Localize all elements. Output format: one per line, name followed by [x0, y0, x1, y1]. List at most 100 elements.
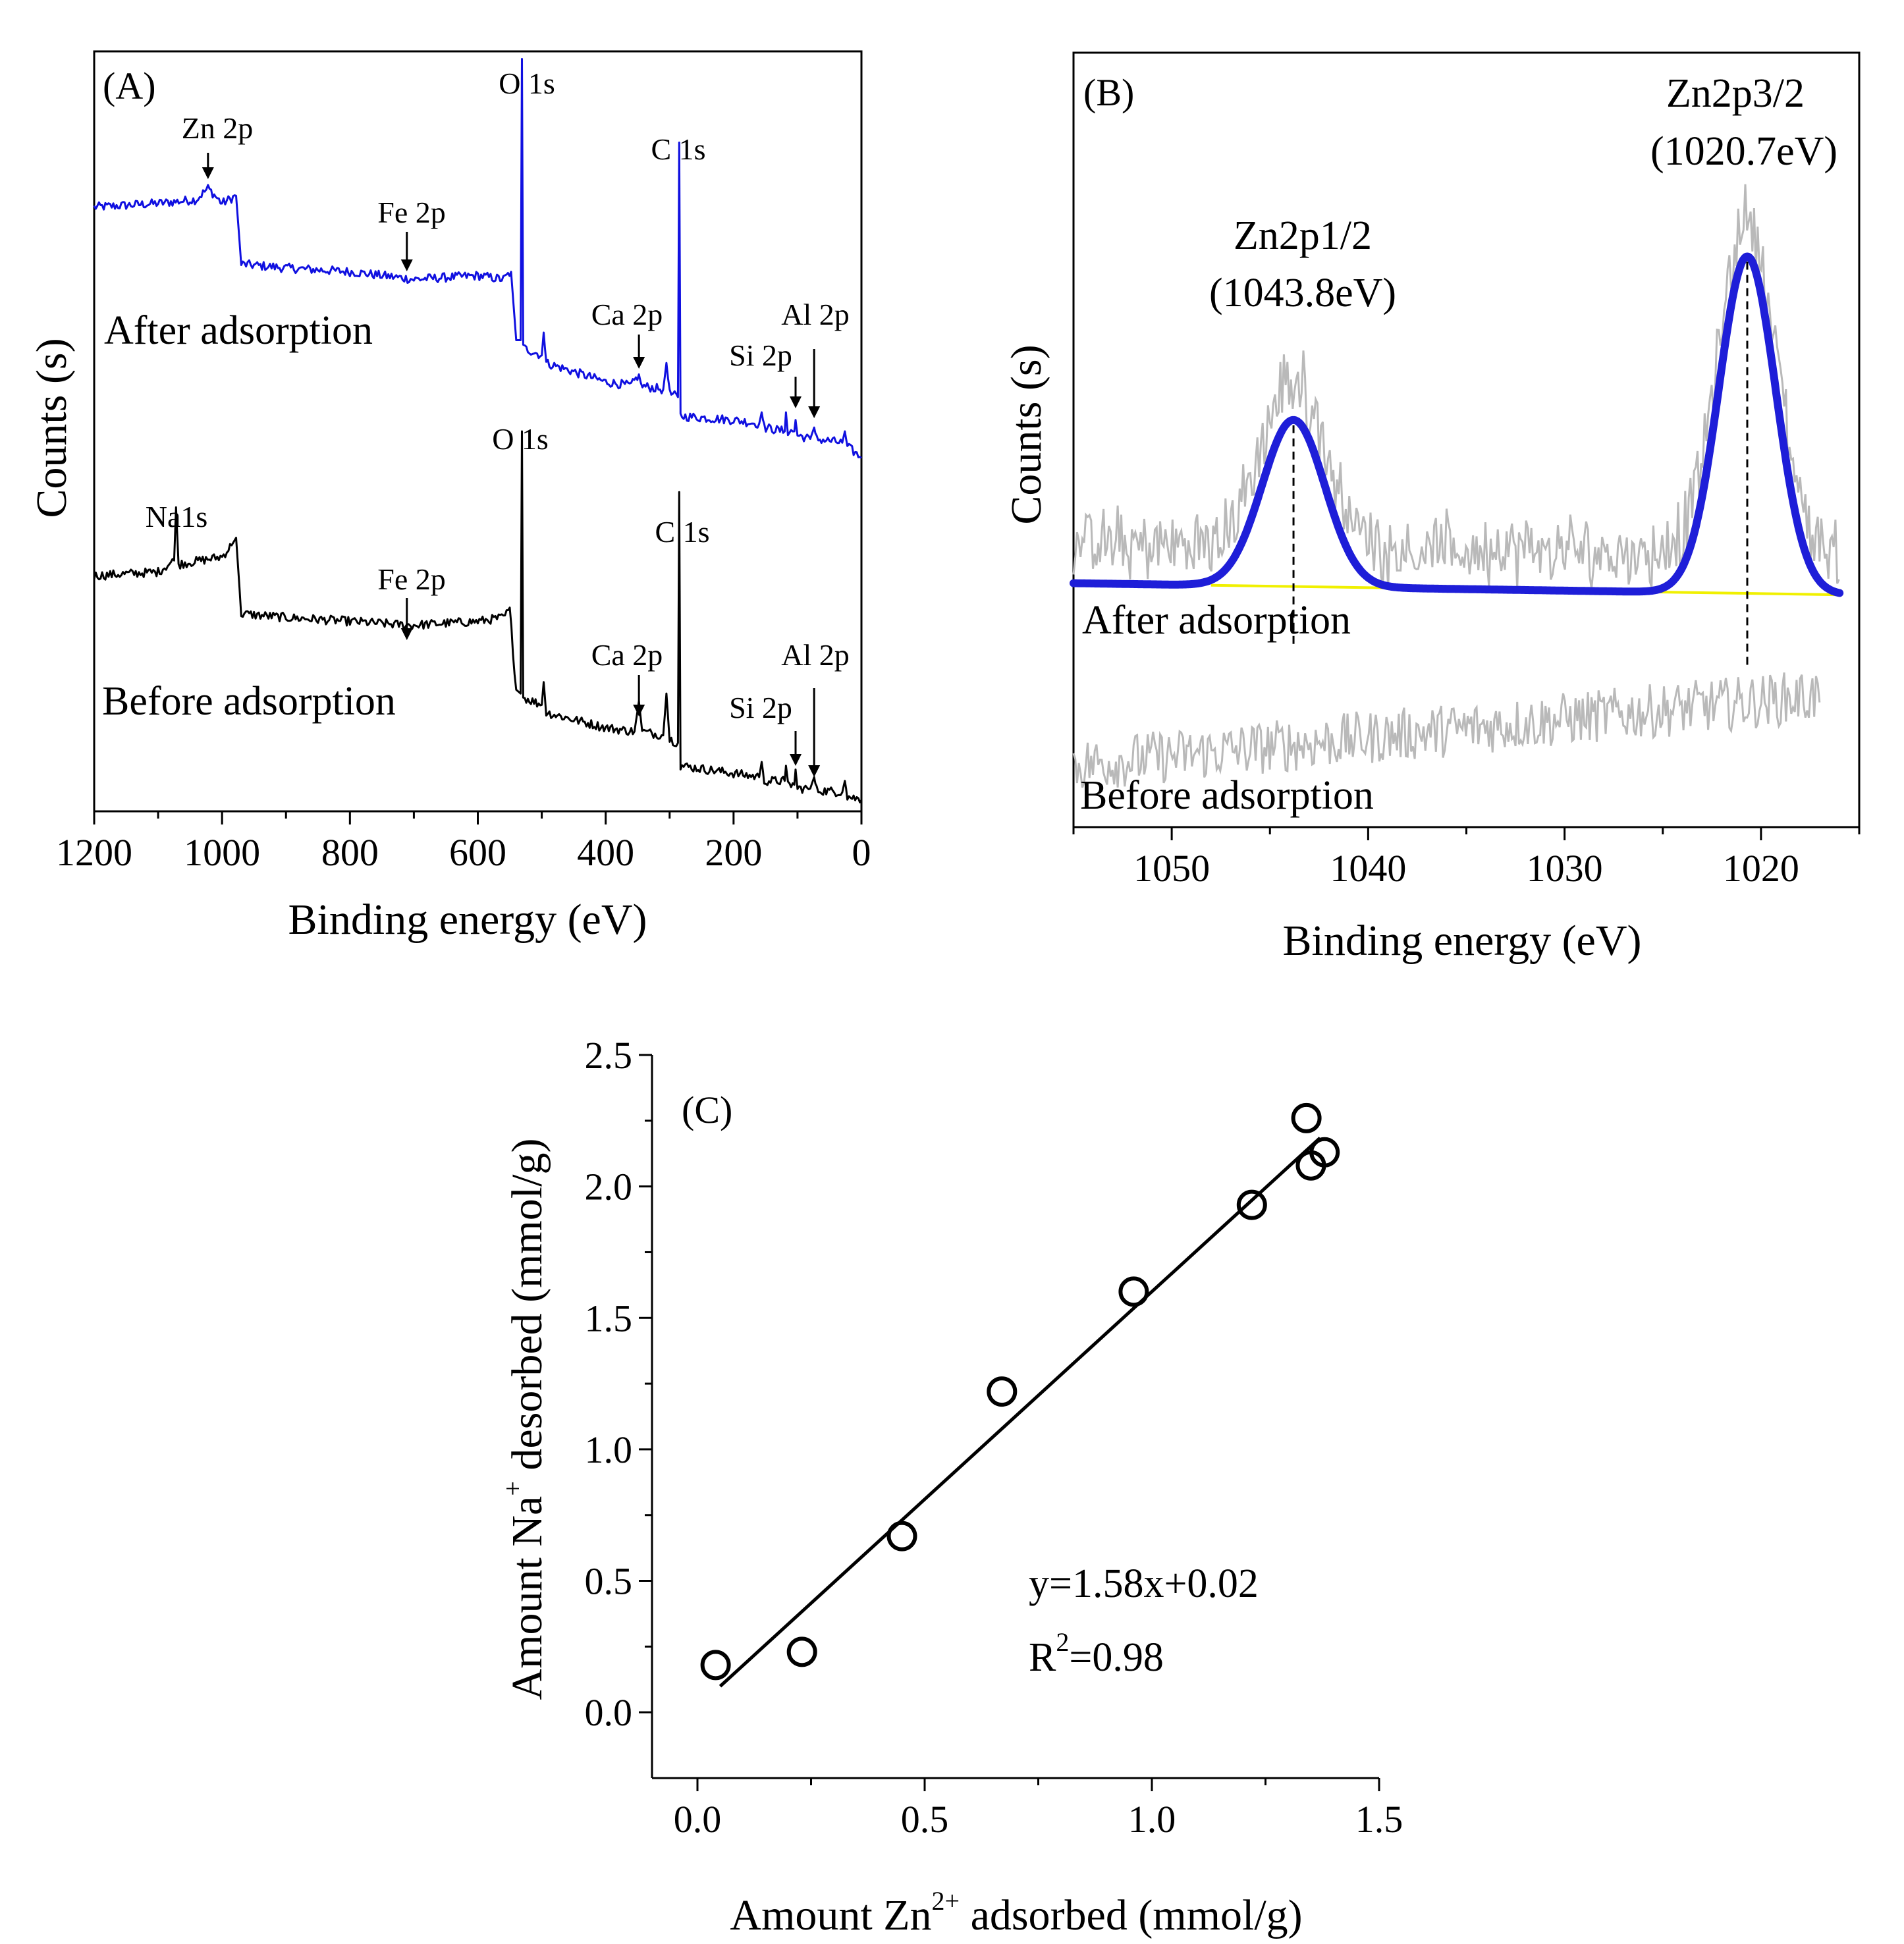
panel-b-fit-envelope: [1070, 252, 1844, 597]
panel-c-x-tick-labels: 0.0 0.5 1.0 1.5: [674, 1798, 1403, 1841]
panel-c-regression-line: [719, 1137, 1321, 1688]
panel-c-data-point: [1236, 1189, 1267, 1220]
panel-c-y-axis-label: Amount Na+ desorbed (mmol/g): [498, 1139, 551, 1700]
panel-c-y-ticks: [639, 1054, 652, 1714]
panel-b-y-axis-label: Counts (s): [1002, 344, 1050, 524]
panel-c-y-axis-label-text: Amount Na: [503, 1496, 551, 1700]
panel-b-peak-1-energy: (1043.8eV): [1209, 271, 1396, 315]
panel-c-label: (C): [682, 1089, 732, 1131]
panel-a: (A) 1200 1000 800 600 400 200 0 Binding energy…: [28, 50, 871, 944]
panel-c-data-point: [987, 1376, 1018, 1407]
panel-a-after-adsorption-line: [93, 58, 862, 459]
panel-b-after-adsorption-raw-line: [1072, 184, 1840, 589]
panel-a-peak-annotations: Zn 2p Fe 2p O 1s C 1s Ca 2p Si 2p Al 2p Na1s Fe …: [146, 67, 850, 777]
panel-b-after-adsorption-label: After adsorption: [1082, 598, 1351, 643]
panel-c-y-tick-label: 1.5: [585, 1297, 633, 1339]
panel-c-x-ticks: [696, 1778, 1380, 1791]
panel-b-label: (B): [1083, 71, 1134, 114]
panel-a-after-peak-label: C 1s: [651, 132, 705, 166]
panel-a-x-ticks: [93, 811, 863, 824]
panel-c-x-axis-label-unit: adsorbed (mmol/g): [960, 1891, 1303, 1939]
panel-c-x-axis-label-text: Amount Zn: [730, 1891, 931, 1939]
panel-b-peak-2-energy: (1020.7eV): [1650, 129, 1837, 174]
panel-a-before-peak-arrow-head: [808, 765, 821, 777]
panel-a-after-peak-arrow-head: [202, 167, 214, 179]
panel-c-x-tick-label: 0.5: [901, 1798, 949, 1841]
panel-a-before-peak-label: Al 2p: [781, 638, 850, 672]
panel-c-data-points: [700, 1102, 1340, 1681]
panel-a-before-peak-label: Si 2p: [729, 691, 792, 724]
panel-b-x-tick-label: 1020: [1723, 847, 1799, 890]
panel-a-before-peak-label: Ca 2p: [591, 638, 663, 672]
panel-c-y-tick-label: 2.0: [585, 1166, 633, 1208]
panel-a-after-adsorption-label: After adsorption: [104, 308, 373, 353]
panel-b-x-ticks: [1072, 827, 1861, 840]
panel-a-after-peak-arrow-head: [400, 259, 413, 271]
panel-a-before-adsorption-label: Before adsorption: [102, 679, 396, 724]
panel-c-x-tick-label: 1.0: [1128, 1798, 1176, 1841]
panel-b-before-adsorption-label: Before adsorption: [1080, 773, 1374, 818]
panel-c-r-squared-value: =0.98: [1069, 1635, 1163, 1680]
panel-c-r-squared-r: R: [1029, 1635, 1056, 1680]
panel-c-y-tick-label: 0.5: [585, 1560, 633, 1603]
panel-a-after-peak-label: Zn 2p: [182, 111, 254, 145]
panel-a-x-tick-label: 200: [705, 831, 762, 874]
panel-c-x-tick-label: 0.0: [674, 1798, 722, 1841]
panel-b-before-adsorption-raw-line: [1072, 672, 1821, 788]
panel-a-after-peak-label: Fe 2p: [377, 196, 446, 229]
panel-a-after-peak-label: Si 2p: [729, 338, 792, 372]
panel-a-before-peak-arrow-head: [400, 628, 413, 640]
panel-c-y-tick-labels: 0.0 0.5 1.0 1.5 2.0 2.5: [585, 1034, 633, 1734]
panel-c-data-point: [700, 1650, 731, 1681]
panel-b-x-tick-labels: 1050 1040 1030 1020: [1133, 847, 1799, 890]
panel-a-x-tick-label: 400: [577, 831, 634, 874]
panel-c-x-tick-label: 1.5: [1355, 1798, 1403, 1841]
panel-c-y-tick-label: 1.0: [585, 1428, 633, 1471]
panel-b-x-axis-label: Binding energy (eV): [1283, 917, 1642, 965]
panel-b-x-tick-label: 1050: [1133, 847, 1210, 890]
panel-c-y-tick-label: 0.0: [585, 1691, 633, 1734]
panel-a-x-axis-label: Binding energy (eV): [288, 896, 647, 944]
panel-a-before-peak-label: O 1s: [492, 422, 549, 456]
panel-c-y-axis-label-superscript: +: [498, 1481, 528, 1496]
panel-a-x-tick-label: 600: [449, 831, 506, 874]
panel-a-before-adsorption-line: [93, 430, 863, 803]
panel-a-after-peak-arrow-head: [633, 357, 645, 369]
panel-c-x-axis-label-superscript: 2+: [932, 1886, 960, 1916]
panel-a-before-peak-arrow-head: [790, 754, 802, 766]
panel-a-after-peak-label: Al 2p: [781, 298, 850, 331]
panel-a-x-tick-label: 1200: [56, 831, 132, 874]
panel-c-data-point: [1291, 1102, 1322, 1133]
panel-a-after-peak-label: Ca 2p: [591, 298, 663, 331]
panel-c-r-squared-superscript: 2: [1056, 1627, 1069, 1657]
panel-a-x-tick-label: 800: [321, 831, 379, 874]
panel-c-data-point: [886, 1521, 917, 1552]
panel-b-peak-1-label: Zn2p1/2: [1234, 213, 1372, 258]
panel-a-x-tick-label: 1000: [184, 831, 260, 874]
panel-c-r-squared: R2=0.98: [1029, 1627, 1164, 1680]
panel-c-data-point: [786, 1636, 817, 1667]
panel-c-data-point: [1118, 1276, 1149, 1307]
panel-a-y-axis-label: Counts (s): [28, 338, 76, 518]
panel-a-x-tick-label: 0: [852, 831, 871, 874]
panel-c-y-axis-label-unit: desorbed (mmol/g): [503, 1139, 551, 1482]
panel-b-x-tick-label: 1040: [1330, 847, 1406, 890]
panel-a-label: (A): [103, 65, 156, 107]
panel-a-before-peak-label: C 1s: [655, 515, 709, 549]
panel-a-before-peak-label: Fe 2p: [377, 562, 446, 596]
panel-a-before-peak-arrow-head: [633, 705, 645, 716]
panel-b-x-tick-label: 1030: [1527, 847, 1603, 890]
panel-c-x-axis-label: Amount Zn2+ adsorbed (mmol/g): [730, 1886, 1302, 1939]
panel-a-x-tick-labels: 1200 1000 800 600 400 200 0: [56, 831, 871, 874]
panel-a-after-peak-label: O 1s: [499, 67, 555, 100]
panel-a-after-peak-arrow-head: [808, 406, 821, 418]
panel-a-before-peak-label: Na1s: [146, 500, 208, 533]
panel-c-y-tick-label: 2.5: [585, 1034, 633, 1077]
panel-c-data-point: [1309, 1137, 1340, 1168]
panel-b-peak-2-label: Zn2p3/2: [1666, 71, 1805, 116]
panel-a-after-peak-arrow-head: [790, 396, 802, 408]
panel-c: (C) 0.0 0.5 1.0 1.5 0.0 0.5 1.0 1.5 2.0 2.5 Amou…: [498, 1034, 1403, 1939]
panel-c-equation: y=1.58x+0.02: [1029, 1561, 1259, 1606]
panel-b: (B) 1050 1040 1030 1020 Binding energy (eV)…: [1002, 51, 1861, 965]
